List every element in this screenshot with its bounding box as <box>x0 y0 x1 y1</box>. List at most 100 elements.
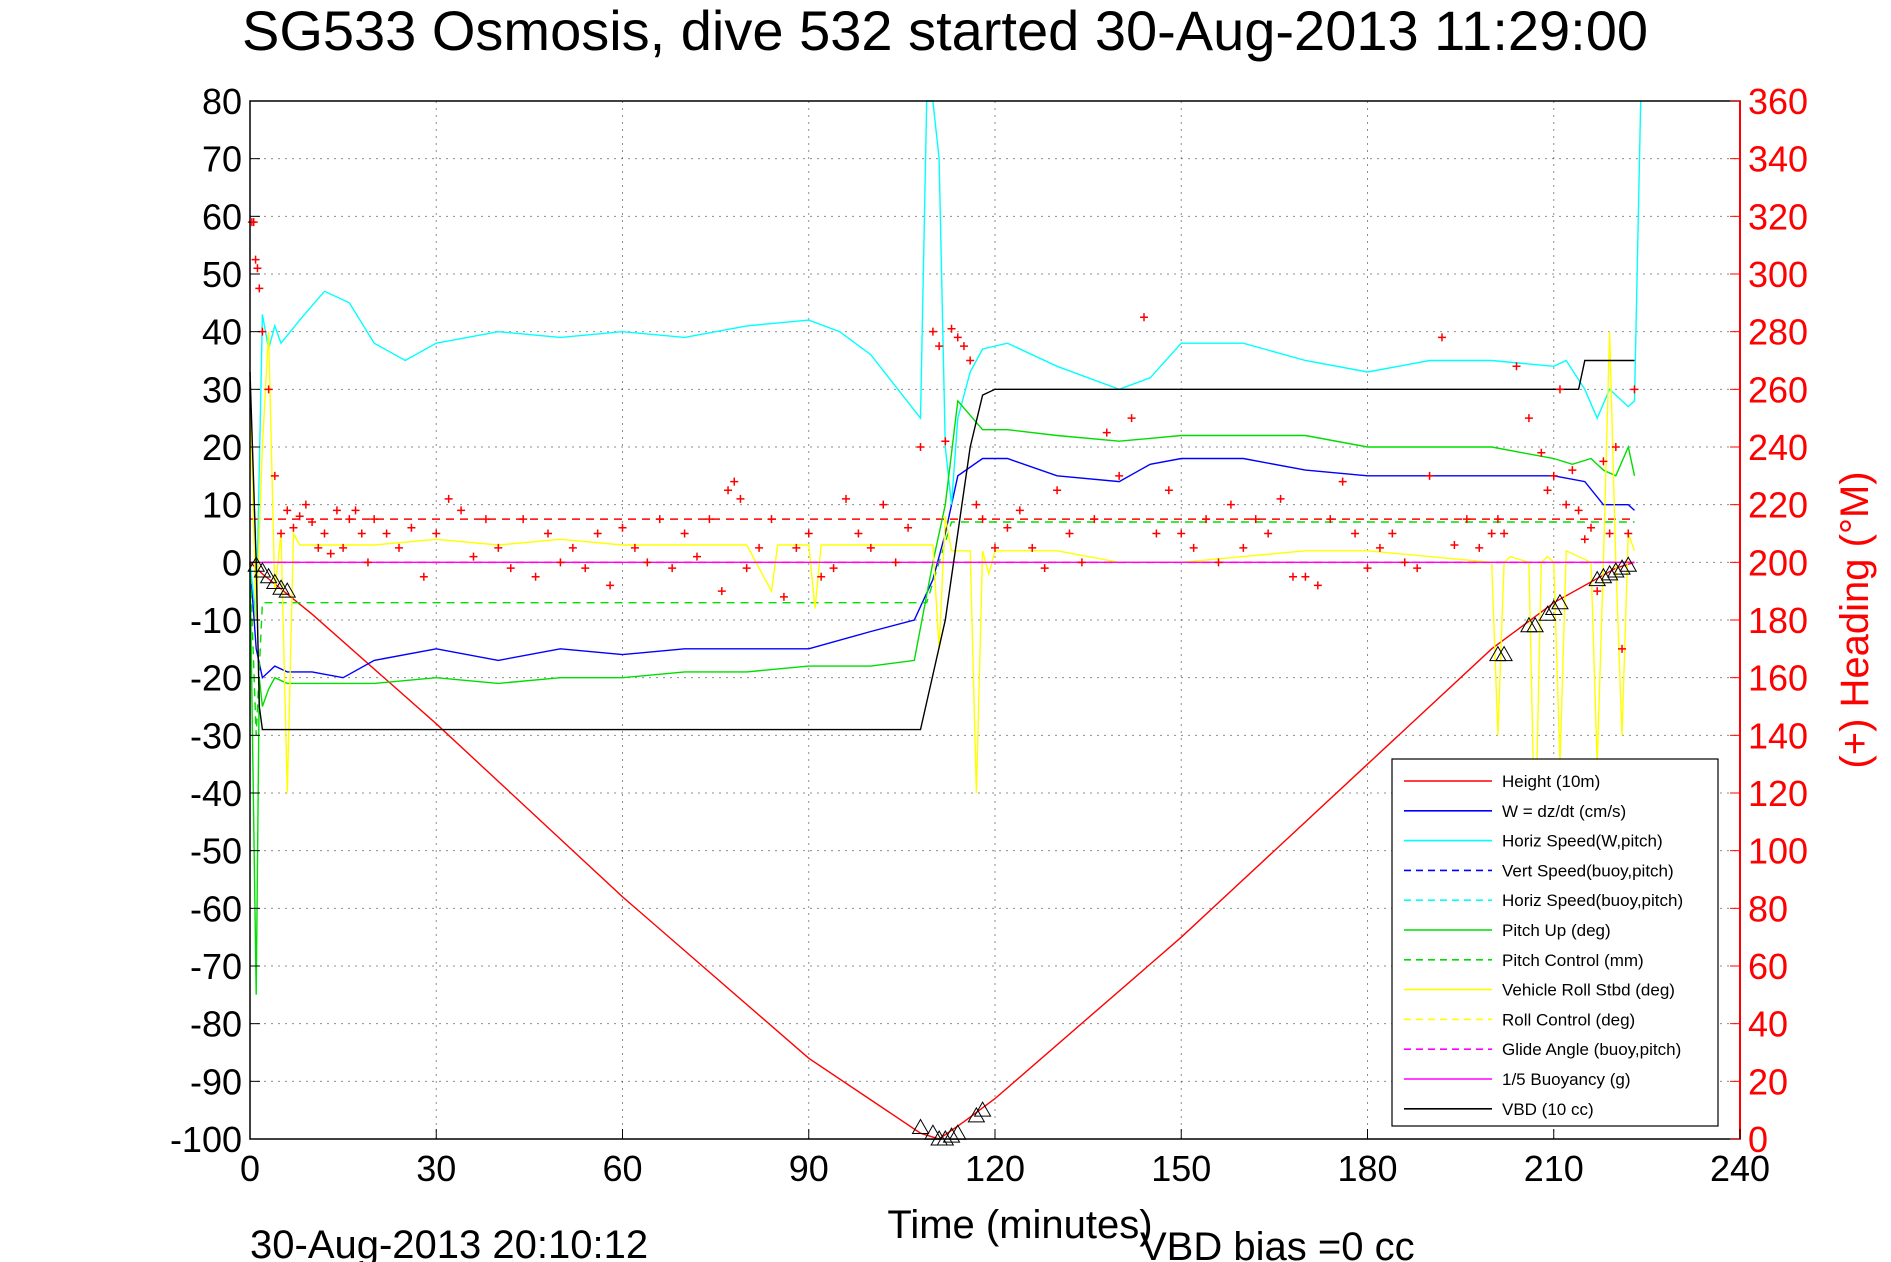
heading-point <box>705 515 714 524</box>
legend-box <box>1391 758 1719 1127</box>
sample-marker <box>1538 605 1557 621</box>
heading-point <box>1313 581 1322 590</box>
heading-point <box>643 558 652 567</box>
heading-point <box>1568 466 1577 475</box>
heading-point <box>1438 333 1446 342</box>
left-tick-label: -70 <box>190 946 242 987</box>
left-tick-label: 50 <box>202 254 242 295</box>
sample-marker <box>259 567 278 584</box>
sample-marker <box>942 1127 961 1143</box>
heading-point <box>363 558 372 567</box>
series-line-2 <box>249 100 1642 621</box>
heading-point <box>817 572 826 581</box>
heading-point <box>1189 543 1198 552</box>
right-tick-label: 40 <box>1748 1004 1788 1045</box>
heading-point <box>345 515 354 524</box>
heading-point <box>730 477 739 486</box>
heading-point <box>1630 385 1639 394</box>
heading-point <box>253 264 262 273</box>
sample-marker <box>1526 616 1544 633</box>
left-tick-label: 30 <box>202 369 242 410</box>
left-tick-label: -50 <box>190 831 242 872</box>
chart-title: SG533 Osmosis, dive 532 started 30-Aug-2… <box>242 0 1648 62</box>
heading-point <box>568 543 577 552</box>
right-tick-label: 60 <box>1748 946 1788 987</box>
heading-point <box>1338 477 1347 486</box>
heading-point <box>506 564 515 573</box>
heading-point <box>457 506 466 515</box>
heading-point <box>1400 558 1409 567</box>
heading-point <box>1580 535 1589 544</box>
x-tick-label: 90 <box>789 1148 829 1189</box>
heading-point <box>953 333 962 342</box>
heading-point <box>1549 471 1558 480</box>
left-tick-label: -30 <box>190 715 242 756</box>
heading-point <box>1015 506 1024 515</box>
heading-point <box>1351 529 1360 538</box>
heading-point <box>904 523 913 532</box>
legend-label-2: Horiz Speed(W,pitch) <box>1502 832 1663 851</box>
legend-label-6: Pitch Control (mm) <box>1502 951 1644 970</box>
heading-point <box>606 581 615 590</box>
right-tick-label: 360 <box>1748 81 1808 122</box>
heading-point <box>351 506 360 515</box>
heading-point <box>1493 515 1502 524</box>
heading-point <box>370 515 379 524</box>
left-tick-label: 10 <box>202 485 242 526</box>
heading-point <box>804 529 813 538</box>
heading-point <box>314 543 323 552</box>
heading-point <box>308 517 317 526</box>
heading-point <box>283 506 292 515</box>
legend-label-10: 1/5 Buoyancy (g) <box>1502 1070 1631 1089</box>
footer-date: 30-Aug-2013 20:10:12 <box>250 1223 648 1262</box>
heading-point <box>395 543 403 552</box>
heading-point <box>991 543 999 552</box>
left-tick-label: -10 <box>190 600 242 641</box>
heading-point <box>1450 541 1459 550</box>
x-tick-label: 210 <box>1524 1148 1584 1189</box>
legend-label-7: Vehicle Roll Stbd (deg) <box>1502 981 1675 1000</box>
heading-point <box>581 564 590 573</box>
heading-point <box>1388 529 1397 538</box>
heading-point <box>618 523 627 532</box>
heading-point <box>928 327 937 336</box>
sample-marker <box>1544 599 1563 615</box>
left-tick-label: -60 <box>190 888 242 929</box>
legend: Height (10m) W = dz/dt (cm/s) Horiz Speed(… <box>1391 758 1719 1127</box>
sample-markers <box>247 556 1638 1146</box>
heading-point <box>1115 471 1124 480</box>
heading-point <box>1140 313 1148 322</box>
heading-point <box>1289 572 1297 581</box>
heading-point <box>879 500 888 509</box>
legend-label-3: Vert Speed(buoy,pitch) <box>1502 861 1674 880</box>
heading-point <box>724 486 733 495</box>
heading-point <box>655 515 664 524</box>
heading-point <box>519 515 528 524</box>
legend-label-0: Height (10m) <box>1502 772 1600 791</box>
heading-point <box>1177 529 1186 538</box>
right-tick-label: 120 <box>1748 773 1808 814</box>
heading-point <box>326 549 335 558</box>
right-tick-label: 340 <box>1748 139 1808 180</box>
heading-point <box>469 552 478 561</box>
heading-point <box>1413 564 1422 573</box>
sample-marker <box>1613 559 1631 575</box>
right-tick-label: 20 <box>1748 1061 1788 1102</box>
heading-point <box>249 218 258 227</box>
heading-point <box>444 494 453 503</box>
right-tick-label: 160 <box>1748 658 1808 699</box>
heading-point <box>779 592 788 601</box>
right-tick-label: 100 <box>1748 831 1808 872</box>
sample-marker <box>265 573 284 590</box>
right-tick-label: 260 <box>1748 369 1808 410</box>
heading-point <box>1164 486 1173 495</box>
heading-point <box>1065 529 1074 538</box>
x-axis-label: Time (minutes) <box>887 1203 1152 1247</box>
heading-point <box>941 437 950 446</box>
heading-point <box>1512 362 1521 371</box>
heading-point <box>1226 500 1235 509</box>
heading-point <box>1555 385 1564 394</box>
heading-point <box>1618 644 1627 653</box>
heading-point <box>544 529 552 538</box>
